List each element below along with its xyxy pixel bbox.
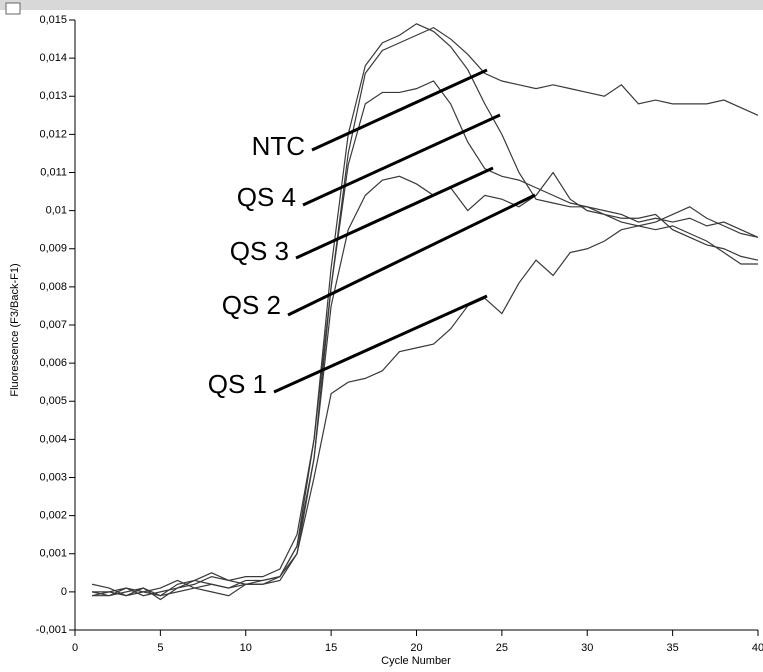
y-tick-label: 0,008 — [39, 281, 67, 293]
x-tick-label: 20 — [410, 642, 422, 654]
series-label: QS 3 — [230, 236, 289, 266]
callout-line — [311, 68, 488, 152]
series-label: NTC — [252, 131, 305, 161]
callout-line — [302, 113, 501, 207]
series-line — [91, 26, 759, 597]
x-tick-label: 5 — [157, 642, 163, 654]
window-strip — [0, 0, 763, 10]
y-tick-label: 0,009 — [39, 243, 67, 255]
series-line — [91, 23, 759, 597]
x-tick-label: 0 — [72, 642, 78, 654]
x-tick-label: 40 — [752, 642, 763, 654]
y-tick-label: 0,005 — [39, 395, 67, 407]
series-label: QS 4 — [237, 182, 296, 212]
x-tick-label: 35 — [667, 642, 679, 654]
y-tick-label: 0,002 — [39, 510, 67, 522]
y-axis-label: Fluorescence (F3/Back-F1) — [9, 263, 21, 396]
y-tick-label: -0,001 — [36, 624, 67, 636]
zoom-icon[interactable] — [5, 2, 21, 15]
callout-line — [295, 166, 494, 260]
y-tick-label: 0,011 — [40, 166, 67, 178]
x-tick-label: 25 — [496, 642, 508, 654]
series-line — [92, 171, 759, 597]
callout-line — [273, 294, 488, 394]
y-tick-label: 0,012 — [39, 128, 67, 140]
y-tick-label: 0,006 — [39, 357, 67, 369]
x-tick-label: 10 — [240, 642, 252, 654]
y-tick-label: 0 — [61, 586, 67, 598]
x-tick-label: 15 — [325, 642, 337, 654]
series-line — [91, 80, 759, 601]
y-tick-label: 0,001 — [39, 548, 67, 560]
series-label: QS 2 — [222, 290, 281, 320]
series-label: QS 1 — [208, 369, 267, 399]
x-tick-label: 30 — [581, 642, 593, 654]
y-tick-label: 0,003 — [39, 471, 67, 483]
y-tick-label: 0,01 — [46, 205, 67, 217]
y-tick-label: 0,007 — [39, 319, 67, 331]
y-tick-label: 0,014 — [39, 52, 67, 64]
y-tick-label: 0,004 — [39, 433, 67, 445]
x-axis-label: Cycle Number — [381, 655, 451, 667]
y-tick-label: 0,013 — [39, 90, 67, 102]
callout-line — [287, 193, 536, 317]
y-tick-label: 0,015 — [39, 14, 67, 26]
series-line — [92, 225, 758, 597]
